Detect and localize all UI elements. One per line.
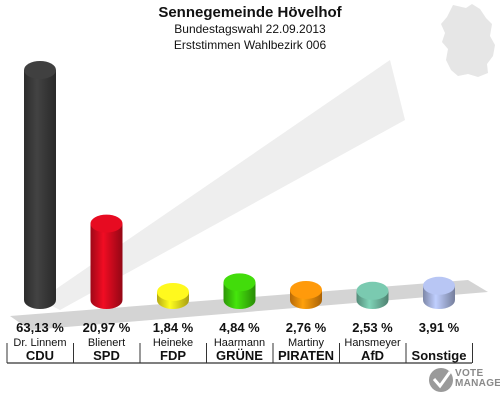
background-shadow-upper xyxy=(40,60,405,310)
party-label: PIRATEN xyxy=(277,348,335,363)
party-label: Sonstige xyxy=(411,348,467,363)
logo-line-1: VOTE xyxy=(455,368,484,379)
germany-map-icon xyxy=(441,4,495,77)
candidate-name: Haarmann xyxy=(213,337,266,349)
party-label: SPD xyxy=(93,348,120,363)
candidate-name: Blienert xyxy=(87,337,126,349)
party-label: CDU xyxy=(25,348,55,363)
candidate-name: Hansmeyer xyxy=(344,337,401,349)
chart-subtitle-2: Erststimmen Wahlbezirk 006 xyxy=(173,38,327,52)
bar-cdu xyxy=(24,61,56,309)
bar-spd xyxy=(90,214,123,309)
check-mark-icon xyxy=(429,368,453,392)
party-label: AfD xyxy=(360,348,385,363)
bar-fdp xyxy=(157,283,189,309)
party-label: GRÜNE xyxy=(216,348,263,363)
party-label: FDP xyxy=(160,348,186,363)
bar-sonstige xyxy=(423,276,455,309)
data-label: 3,91 % xyxy=(418,320,460,335)
data-label: 2,76 % xyxy=(285,320,327,335)
bar-piraten xyxy=(290,280,322,309)
data-label: 1,84 % xyxy=(152,320,194,335)
data-label: 20,97 % xyxy=(82,320,131,335)
data-label: 2,53 % xyxy=(352,320,393,335)
candidate-name: Martiny xyxy=(287,337,325,349)
category-axis xyxy=(6,343,473,364)
chart-title: Sennegemeinde Hövelhof xyxy=(158,4,342,21)
bar-afd xyxy=(356,281,389,309)
candidate-name: Dr. Linnem xyxy=(13,337,67,349)
data-label: 4,84 % xyxy=(219,320,260,335)
votemanager-logo: VOTE MANAGER xyxy=(455,369,500,389)
logo-line-2: MANAGER xyxy=(455,378,500,389)
data-label: 63,13 % xyxy=(16,320,64,335)
bar-grüne xyxy=(223,273,256,309)
chart-subtitle: Bundestagswahl 22.09.2013 xyxy=(174,22,326,36)
candidate-name: Heineke xyxy=(152,337,194,349)
